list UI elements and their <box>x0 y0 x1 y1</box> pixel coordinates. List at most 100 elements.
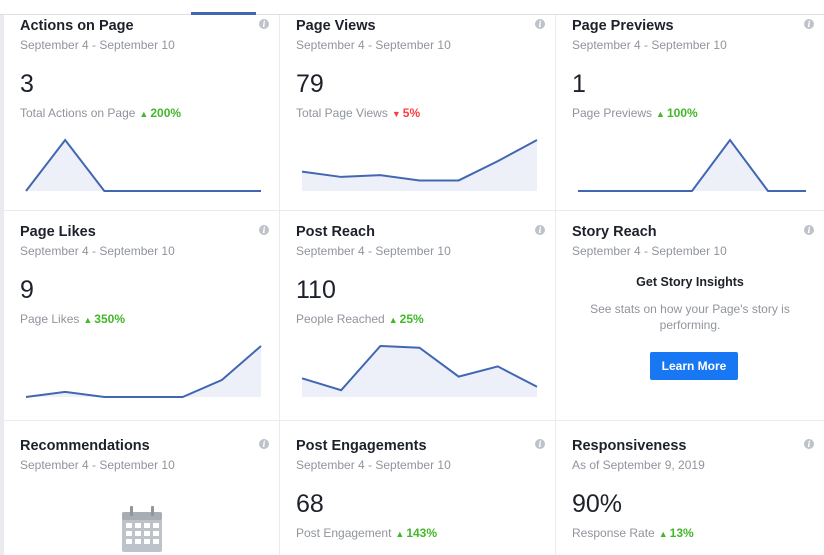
info-icon[interactable]: i <box>804 225 814 235</box>
sparkline-area <box>26 346 261 397</box>
card-page-views[interactable]: Page Views i September 4 - September 10 … <box>280 15 555 210</box>
change-value: 5% <box>402 106 421 120</box>
metric-label: Post Engagement <box>296 526 392 540</box>
sparkline-area <box>578 140 806 191</box>
metric-value: 68 <box>296 490 324 518</box>
down-triangle-icon: ▼ <box>391 109 401 119</box>
card-title: Actions on Page <box>20 18 134 34</box>
change-badge: ▲ 100% <box>656 106 698 120</box>
metric-label: Total Page Views <box>296 106 388 120</box>
sparkline-chart <box>578 138 806 192</box>
change-badge: ▲ 350% <box>83 312 125 326</box>
card-title: Post Reach <box>296 224 375 240</box>
metric-label-row: Total Page Views ▼ 5% <box>296 106 420 120</box>
change-badge: ▼ 5% <box>392 106 420 120</box>
metric-value: 1 <box>572 70 586 98</box>
card-actions-on-page[interactable]: Actions on Page i September 4 - Septembe… <box>4 15 279 210</box>
metric-label-row: Post Engagement ▲ 143% <box>296 526 437 540</box>
metric-value: 9 <box>20 276 34 304</box>
change-value: 350% <box>94 312 125 326</box>
sparkline-line <box>25 345 262 398</box>
card-title: Page Likes <box>20 224 96 240</box>
story-insights-text: See stats on how your Page's story is pe… <box>590 302 790 332</box>
change-badge: ▲ 25% <box>389 312 424 326</box>
metric-label-row: Response Rate ▲ 13% <box>572 526 694 540</box>
metric-label: Page Likes <box>20 312 80 326</box>
card-post-reach[interactable]: Post Reach i September 4 - September 10 … <box>280 211 555 420</box>
metric-label: People Reached <box>296 312 385 326</box>
sparkline-chart <box>25 138 261 192</box>
card-post-engagements[interactable]: Post Engagements i September 4 - Septemb… <box>280 421 555 555</box>
card-story-reach: Story Reach i September 4 - September 10… <box>556 211 824 420</box>
card-date-range: September 4 - September 10 <box>20 244 175 258</box>
card-title: Recommendations <box>20 438 150 454</box>
story-insights-title: Get Story Insights <box>636 275 744 289</box>
card-date-range: As of September 9, 2019 <box>572 458 705 472</box>
card-date-range: September 4 - September 10 <box>296 244 451 258</box>
info-icon[interactable]: i <box>535 225 545 235</box>
card-date-range: September 4 - September 10 <box>296 38 451 52</box>
change-badge: ▲ 143% <box>395 526 437 540</box>
sparkline-chart <box>301 139 538 191</box>
insights-grid: Actions on Page i September 4 - Septembe… <box>4 15 824 555</box>
change-value: 143% <box>406 526 438 540</box>
up-triangle-icon: ▲ <box>388 315 398 325</box>
card-title: Post Engagements <box>296 438 427 454</box>
card-title: Story Reach <box>572 224 657 240</box>
info-icon[interactable]: i <box>804 439 814 449</box>
sparkline-area <box>302 346 537 397</box>
calendar-icon <box>122 506 162 552</box>
change-value: 25% <box>399 312 424 326</box>
top-tab-strip <box>0 0 824 15</box>
up-triangle-icon: ▲ <box>83 315 93 325</box>
sparkline-area <box>302 140 537 191</box>
metric-label-row: Page Previews ▲ 100% <box>572 106 698 120</box>
up-triangle-icon: ▲ <box>395 529 405 539</box>
card-page-likes[interactable]: Page Likes i September 4 - September 10 … <box>4 211 279 420</box>
metric-value: 3 <box>20 70 34 98</box>
sparkline-chart <box>301 344 538 397</box>
card-date-range: September 4 - September 10 <box>20 38 175 52</box>
metric-label-row: People Reached ▲ 25% <box>296 312 424 326</box>
change-value: 200% <box>150 106 182 120</box>
change-value: 100% <box>666 106 698 120</box>
metric-value: 110 <box>296 276 336 304</box>
sparkline-area <box>26 140 261 191</box>
up-triangle-icon: ▲ <box>139 109 149 119</box>
card-title: Page Views <box>296 18 376 34</box>
card-date-range: September 4 - September 10 <box>572 38 727 52</box>
sparkline-line <box>301 139 538 182</box>
metric-value: 79 <box>296 70 324 98</box>
info-icon[interactable]: i <box>259 19 269 29</box>
card-recommendations[interactable]: Recommendations i September 4 - Septembe… <box>4 421 279 555</box>
change-badge: ▲ 200% <box>139 106 181 120</box>
sparkline-line <box>301 344 538 392</box>
active-tab-indicator <box>191 12 256 15</box>
card-date-range: September 4 - September 10 <box>20 458 175 472</box>
sparkline-line <box>578 138 806 192</box>
metric-label: Page Previews <box>572 106 653 120</box>
card-date-range: September 4 - September 10 <box>296 458 451 472</box>
card-responsiveness[interactable]: Responsiveness i As of September 9, 2019… <box>556 421 824 555</box>
up-triangle-icon: ▲ <box>658 529 668 539</box>
info-icon[interactable]: i <box>259 225 269 235</box>
up-triangle-icon: ▲ <box>656 109 665 119</box>
sparkline-chart <box>25 345 262 398</box>
change-badge: ▲ 13% <box>659 526 694 540</box>
info-icon[interactable]: i <box>535 439 545 449</box>
card-title: Page Previews <box>572 18 674 34</box>
metric-label-row: Total Actions on Page ▲ 200% <box>20 106 181 120</box>
metric-label: Total Actions on Page <box>20 106 136 120</box>
info-icon[interactable]: i <box>535 19 545 29</box>
metric-label: Response Rate <box>572 526 655 540</box>
change-value: 13% <box>669 526 694 540</box>
metric-label-row: Page Likes ▲ 350% <box>20 312 125 326</box>
metric-value: 90% <box>572 490 623 518</box>
card-title: Responsiveness <box>572 438 687 454</box>
card-page-previews[interactable]: Page Previews i September 4 - September … <box>556 15 824 210</box>
learn-more-button[interactable]: Learn More <box>650 352 738 380</box>
sparkline-line <box>25 138 261 192</box>
info-icon[interactable]: i <box>259 439 269 449</box>
card-date-range: September 4 - September 10 <box>572 244 727 258</box>
info-icon[interactable]: i <box>804 19 814 29</box>
